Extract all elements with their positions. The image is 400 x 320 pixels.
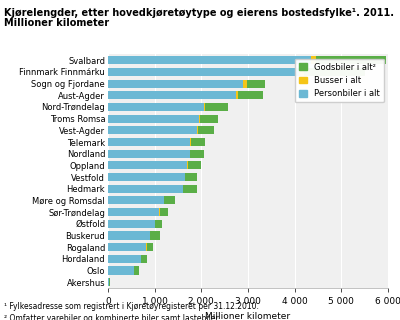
Bar bbox=[185, 173, 186, 181]
Bar bbox=[108, 79, 243, 88]
Bar bbox=[141, 255, 148, 263]
Bar bbox=[108, 149, 190, 158]
Bar bbox=[188, 161, 201, 170]
Bar bbox=[238, 91, 263, 100]
Bar bbox=[200, 115, 218, 123]
Bar bbox=[199, 115, 200, 123]
X-axis label: Millioner kilometer: Millioner kilometer bbox=[206, 312, 290, 320]
Bar bbox=[247, 79, 265, 88]
Bar bbox=[108, 68, 299, 76]
Bar bbox=[243, 79, 247, 88]
Bar bbox=[304, 68, 365, 76]
Bar bbox=[311, 56, 316, 64]
Bar bbox=[146, 243, 147, 251]
Bar bbox=[316, 56, 386, 64]
Bar bbox=[164, 196, 175, 204]
Bar bbox=[159, 208, 160, 216]
Bar bbox=[150, 231, 160, 240]
Bar bbox=[108, 56, 311, 64]
Bar bbox=[198, 126, 214, 134]
Bar bbox=[183, 185, 197, 193]
Bar bbox=[108, 243, 146, 251]
Bar bbox=[108, 126, 197, 134]
Bar bbox=[160, 208, 168, 216]
Bar bbox=[108, 161, 187, 170]
Bar bbox=[186, 173, 197, 181]
Bar bbox=[108, 208, 159, 216]
Bar bbox=[108, 278, 110, 286]
Bar bbox=[108, 173, 185, 181]
Text: ¹ Fylkesadresse som registrert i Kjøretøyregisteret per 31.12.2010.: ¹ Fylkesadresse som registrert i Kjøretø… bbox=[4, 302, 259, 311]
Bar bbox=[190, 149, 204, 158]
Bar bbox=[108, 196, 164, 204]
Bar bbox=[147, 243, 153, 251]
Bar bbox=[108, 185, 183, 193]
Bar bbox=[108, 138, 190, 146]
Bar bbox=[108, 103, 204, 111]
Legend: Godsbiler i alt², Busser i alt, Personbiler i alt: Godsbiler i alt², Busser i alt, Personbi… bbox=[295, 59, 384, 102]
Bar bbox=[236, 91, 238, 100]
Bar bbox=[108, 231, 150, 240]
Bar bbox=[187, 161, 188, 170]
Bar bbox=[204, 103, 205, 111]
Bar bbox=[134, 266, 139, 275]
Bar bbox=[205, 103, 228, 111]
Bar bbox=[197, 126, 198, 134]
Bar bbox=[108, 91, 236, 100]
Bar bbox=[108, 255, 141, 263]
Bar bbox=[108, 220, 155, 228]
Bar bbox=[108, 115, 199, 123]
Text: Millioner kilometer: Millioner kilometer bbox=[4, 18, 109, 28]
Text: Kjørelengder, etter hovedkjøretøytype og eierens bostedsfylke¹. 2011.: Kjørelengder, etter hovedkjøretøytype og… bbox=[4, 8, 394, 18]
Bar bbox=[299, 68, 304, 76]
Text: ² Omfatter varebiler og kombinerte biler samt lastebiler.: ² Omfatter varebiler og kombinerte biler… bbox=[4, 314, 220, 320]
Bar bbox=[190, 138, 204, 146]
Bar bbox=[108, 266, 134, 275]
Bar bbox=[155, 220, 162, 228]
